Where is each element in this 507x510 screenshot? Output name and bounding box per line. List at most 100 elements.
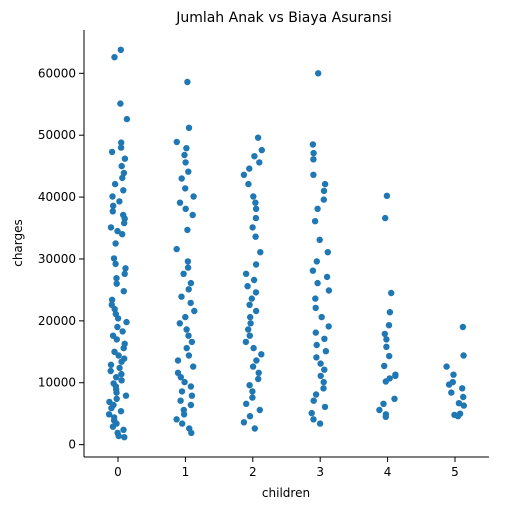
scatter-point [254,134,262,141]
scatter-point [187,383,195,390]
scatter-point [310,149,317,157]
scatter-point [185,168,192,175]
scatter-point [321,335,328,342]
scatter-point [120,288,128,295]
scatter-point [320,196,327,203]
scatter-point [247,320,254,327]
scatter-point [243,400,250,407]
scatter-point [249,388,256,395]
scatter-point [320,385,327,392]
scatter-point [324,249,331,256]
scatter-point [256,159,263,166]
scatter-point [122,392,130,399]
scatter-point [386,309,394,316]
scatter-point [317,360,324,367]
scatter-point [109,423,117,430]
scatter-point [391,395,398,402]
scatter-point [459,385,466,392]
scatter-point [252,199,259,206]
scatter-point [180,270,187,277]
scatter-point [460,393,467,401]
scatter-point [454,413,462,420]
scatter-point [244,283,251,290]
scatter-point [180,411,188,418]
y-tick-label: 40000 [38,190,76,204]
scatter-point [115,352,122,359]
scatter-point [119,328,126,335]
scatter-point [246,382,253,389]
scatter-point [317,372,324,380]
scatter-point [252,261,260,268]
scatter-point [184,78,191,86]
scatter-point [443,363,450,370]
scatter-point [381,362,388,370]
scatter-point [123,115,131,123]
scatter-point [248,295,255,302]
scatter-point [253,357,260,364]
scatter-point [251,153,258,160]
scatter-point [173,245,180,253]
scatter-point [108,404,115,412]
scatter-point [107,361,115,368]
scatter-point [120,344,127,352]
scatter-point [188,392,196,399]
scatter-point [321,180,329,188]
scatter-point [321,403,329,411]
scatter-point [242,270,250,277]
scatter-point [114,323,121,331]
scatter-point [190,193,197,200]
scatter-point [183,145,190,152]
scatter-point [120,426,127,433]
scatter-point [191,307,198,315]
scatter-point [119,174,126,182]
scatter-point [182,205,189,212]
scatter-point [188,429,195,437]
scatter-point [459,323,467,331]
scatter-point [183,344,190,352]
y-tick-label: 0 [68,438,76,452]
scatter-point [245,326,252,333]
scatter-point [115,432,122,440]
scatter-point [178,388,186,395]
scatter-point [316,236,323,243]
y-tick-label: 20000 [38,314,76,328]
scatter-point [184,226,191,234]
scatter-point [246,413,254,420]
scatter-point [309,267,317,274]
scatter-point [392,372,399,380]
scatter-point [249,224,256,231]
scatter-point [450,371,457,378]
scatter-point [190,363,197,370]
x-tick-label: 2 [249,465,257,479]
scatter-point [310,171,317,178]
scatter-point [258,351,265,358]
scatter-point [110,255,118,262]
scatter-point [249,394,256,401]
scatter-point [121,155,129,162]
scatter-point [178,175,185,182]
scatter-point [318,313,325,321]
scatter-point [117,100,124,107]
scatter-point [189,211,196,219]
scatter-point [252,205,260,212]
scatter-point [120,187,127,194]
scatter-point [121,270,128,277]
scatter-point [385,322,393,329]
scatter-point [187,299,194,307]
scatter-point [121,434,128,441]
scatter-point [311,218,319,225]
y-tick-label: 30000 [38,252,76,266]
x-axis-ticks: 0 1 2 3 4 5 [114,457,459,479]
scatter-point [112,240,119,247]
scatter-point [240,171,248,178]
scatter-point [113,275,120,282]
scatter-point [325,287,333,294]
scatter-point [250,344,257,352]
scatter-point [312,329,319,336]
x-tick-label: 3 [316,465,324,479]
y-axis-ticks: 0 10000 20000 30000 40000 50000 60000 [38,66,84,452]
scatter-point [383,343,390,350]
scatter-point [173,416,180,423]
x-tick-label: 5 [451,465,459,479]
scatter-point [383,192,391,199]
